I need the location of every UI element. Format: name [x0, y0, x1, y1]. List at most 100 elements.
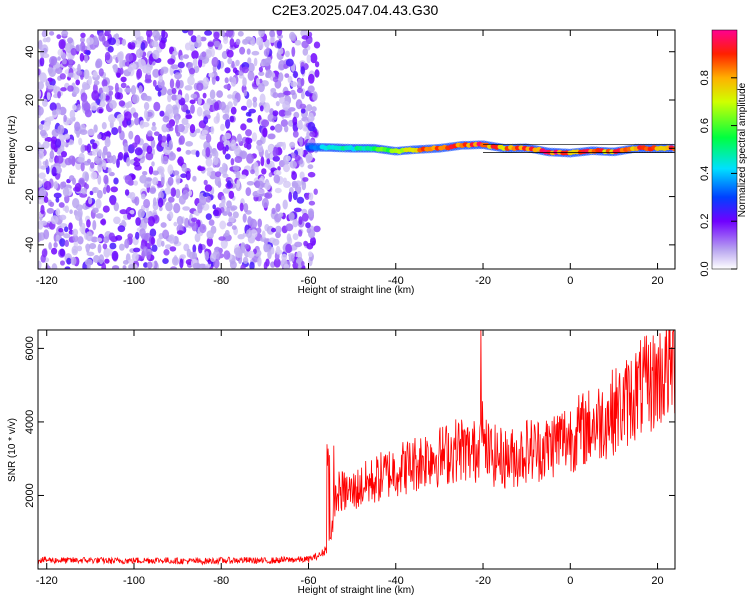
noise-cell — [158, 191, 164, 200]
noise-cell — [171, 94, 178, 101]
spectrogram-noise-region — [38, 30, 321, 269]
noise-cell — [247, 57, 252, 65]
noise-cell — [38, 199, 44, 205]
noise-cell — [208, 219, 215, 226]
noise-cell — [224, 77, 229, 84]
noise-cell — [126, 157, 131, 167]
noise-cell — [49, 56, 58, 66]
noise-cell — [58, 202, 65, 208]
noise-cell — [152, 49, 160, 60]
noise-cell — [174, 72, 182, 80]
noise-cell — [86, 263, 91, 269]
noise-cell — [245, 137, 250, 144]
noise-cell — [143, 262, 149, 268]
noise-cell — [313, 188, 318, 195]
noise-cell — [277, 47, 284, 55]
noise-cell — [308, 192, 314, 201]
x-tick-label: -40 — [388, 275, 404, 287]
noise-cell — [134, 117, 140, 126]
noise-cell — [216, 112, 220, 123]
noise-cell — [278, 212, 284, 218]
noise-cell — [177, 123, 185, 133]
spectrogram-signal-track — [305, 140, 675, 158]
colorbar-gradient — [711, 29, 738, 270]
noise-cell — [166, 213, 171, 220]
noise-cell — [308, 73, 315, 84]
noise-cell — [84, 258, 93, 266]
noise-cell — [167, 152, 176, 161]
noise-cell — [158, 206, 163, 212]
y-tick-label: 6000 — [24, 336, 36, 360]
noise-cell — [182, 30, 189, 34]
noise-cell — [38, 150, 45, 160]
noise-cell — [301, 261, 305, 267]
noise-cell — [185, 109, 191, 114]
noise-cell — [299, 103, 307, 110]
noise-cell — [129, 209, 135, 215]
noise-cell — [216, 90, 224, 98]
noise-cell — [185, 170, 191, 181]
noise-cell — [292, 262, 299, 269]
noise-cell — [196, 106, 203, 117]
noise-cell — [161, 141, 168, 148]
noise-cell — [298, 216, 303, 225]
snr-x-axis-label: Height of straight line (km) — [298, 585, 415, 596]
noise-cell — [39, 72, 47, 83]
noise-cell — [119, 67, 124, 75]
noise-cell — [306, 38, 313, 44]
noise-cell — [268, 172, 273, 178]
noise-cell — [80, 37, 85, 43]
noise-cell — [139, 228, 146, 238]
noise-cell — [222, 211, 229, 216]
noise-cell — [143, 95, 152, 101]
noise-cell — [152, 121, 156, 127]
noise-cell — [275, 101, 280, 107]
noise-cell — [190, 93, 198, 99]
noise-cell — [183, 54, 189, 59]
noise-cell — [109, 242, 117, 250]
noise-cell — [191, 217, 198, 223]
noise-cell — [175, 174, 181, 185]
colorbar-tick-label: 0.4 — [699, 166, 711, 181]
noise-cell — [101, 122, 107, 130]
noise-cell — [148, 166, 154, 175]
noise-cell — [255, 37, 264, 46]
noise-cell — [173, 221, 178, 227]
noise-cell — [51, 129, 59, 137]
noise-cell — [206, 170, 212, 177]
noise-cell — [120, 76, 127, 83]
noise-cell — [184, 217, 190, 228]
noise-cell — [86, 251, 95, 257]
noise-cell — [177, 61, 185, 69]
noise-cell — [81, 222, 86, 233]
noise-cell — [77, 157, 85, 163]
noise-cell — [311, 106, 317, 112]
noise-cell — [61, 58, 67, 65]
y-tick-label: 4000 — [24, 410, 36, 434]
noise-cell — [56, 109, 62, 115]
page-title: C2E3.2025.047.04.43.G30 — [271, 2, 439, 18]
noise-cell — [64, 194, 70, 204]
noise-cell — [97, 133, 102, 140]
noise-cell — [143, 198, 151, 209]
noise-cell — [42, 98, 48, 107]
noise-cell — [214, 150, 219, 159]
noise-cell — [72, 198, 80, 209]
noise-cell — [155, 32, 160, 39]
noise-cell — [176, 230, 184, 236]
noise-cell — [102, 163, 107, 171]
noise-cell — [276, 41, 282, 49]
noise-cell — [299, 136, 303, 147]
noise-cell — [300, 77, 305, 87]
noise-cell — [104, 30, 111, 36]
x-tick-label: 0 — [567, 275, 573, 287]
noise-cell — [111, 154, 117, 165]
noise-cell — [264, 149, 269, 159]
noise-cell — [192, 58, 198, 68]
noise-cell — [85, 231, 93, 242]
noise-cell — [95, 213, 104, 219]
noise-cell — [151, 40, 159, 48]
snr-chart: -120 -100 -80 -60 -40 -20 0 20 2000 4000 6000 Hei… — [7, 329, 676, 596]
noise-cell — [161, 240, 165, 247]
noise-cell — [272, 76, 279, 83]
